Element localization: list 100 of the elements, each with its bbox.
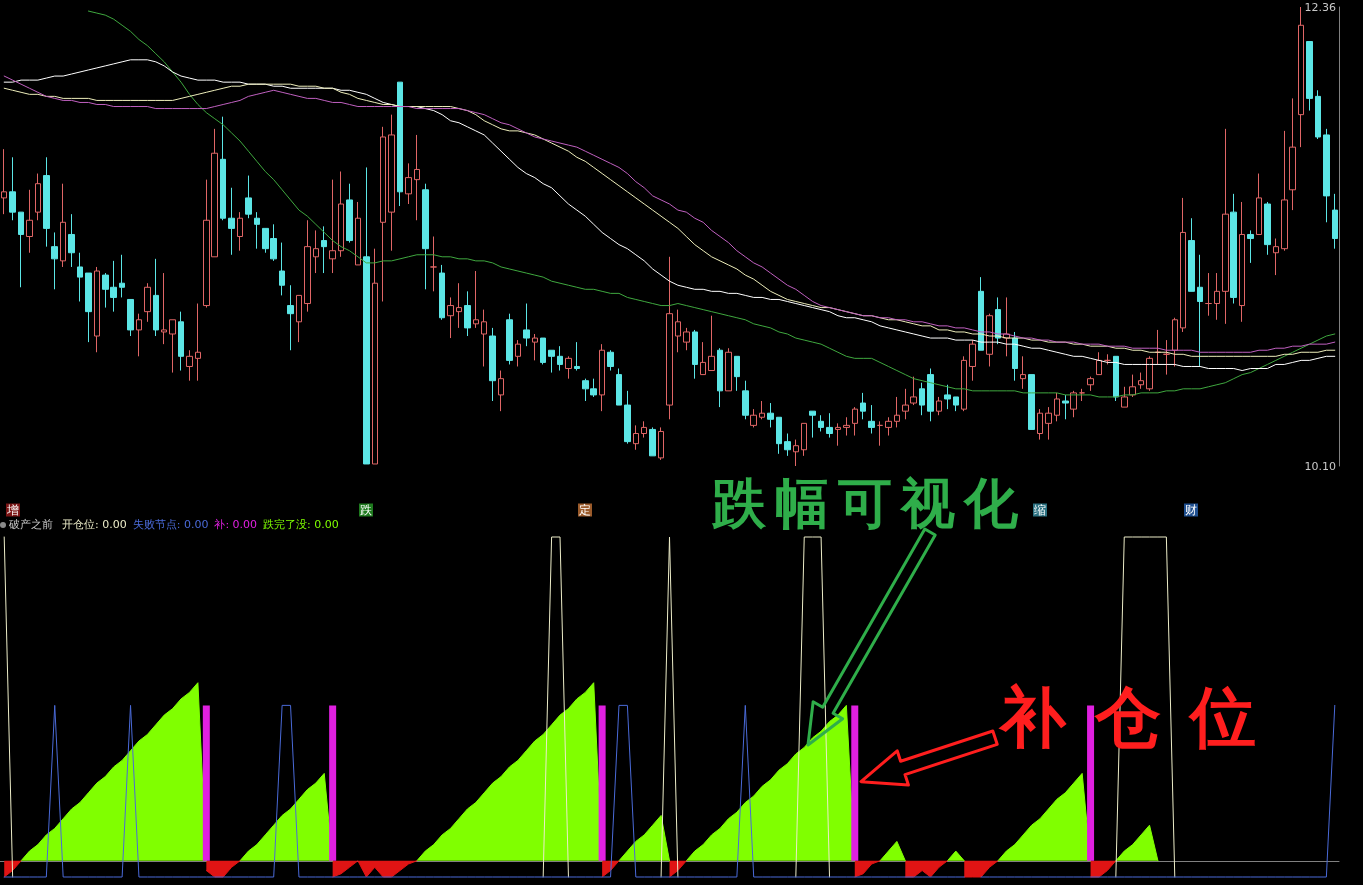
candlestick bbox=[94, 266, 100, 353]
candlestick bbox=[51, 231, 58, 290]
candlestick bbox=[1028, 374, 1035, 430]
candlestick bbox=[1306, 41, 1313, 112]
y-tick-label: 12.36 bbox=[1304, 0, 1336, 14]
candlestick bbox=[1298, 6, 1304, 148]
candlestick bbox=[986, 313, 993, 367]
candlestick bbox=[961, 355, 967, 412]
candlestick bbox=[776, 416, 782, 455]
candlestick bbox=[1104, 353, 1111, 365]
candlestick bbox=[700, 341, 706, 376]
candlestick bbox=[1180, 197, 1186, 333]
candlestick bbox=[506, 313, 513, 365]
candlestick bbox=[9, 156, 16, 221]
candlestick bbox=[1205, 272, 1212, 317]
candlestick bbox=[1188, 217, 1195, 292]
chart-title: 破产之前 bbox=[8, 518, 53, 531]
candlestick bbox=[26, 189, 33, 254]
candlestick bbox=[877, 420, 883, 447]
candlestick bbox=[784, 433, 791, 457]
candlestick bbox=[1239, 201, 1245, 323]
candlestick bbox=[127, 298, 134, 337]
candlestick bbox=[1197, 254, 1203, 367]
candlestick bbox=[136, 313, 142, 357]
candlestick bbox=[523, 303, 530, 347]
candlestick bbox=[1020, 355, 1026, 390]
candlestick bbox=[574, 341, 580, 372]
candlestick bbox=[228, 187, 235, 256]
candlestick bbox=[195, 303, 201, 382]
candlestick bbox=[1054, 392, 1060, 422]
text: 补: 0.00 bbox=[214, 518, 258, 531]
text: 失败节点: 0.00 bbox=[132, 518, 209, 531]
candlestick bbox=[329, 179, 336, 274]
candlestick bbox=[818, 414, 824, 432]
candlestick bbox=[144, 282, 151, 323]
candlestick bbox=[1087, 376, 1094, 392]
candlestick bbox=[1230, 193, 1237, 305]
candlestick bbox=[1163, 339, 1170, 376]
candlestick bbox=[60, 183, 66, 268]
candlestick bbox=[725, 347, 732, 392]
candlestick bbox=[1146, 355, 1153, 392]
text: 跌完了没: 0.00 bbox=[263, 518, 339, 531]
candlestick bbox=[692, 329, 698, 380]
candlestick bbox=[927, 368, 934, 422]
candlestick bbox=[85, 272, 92, 343]
candlestick bbox=[658, 426, 664, 461]
candlestick bbox=[835, 422, 841, 447]
candlestick bbox=[532, 333, 538, 361]
candlestick bbox=[1222, 128, 1229, 325]
candlestick bbox=[18, 211, 24, 288]
candlestick bbox=[717, 347, 723, 408]
candlestick bbox=[1214, 272, 1220, 321]
candlestick bbox=[119, 254, 125, 298]
candlestick bbox=[43, 156, 50, 248]
candlestick bbox=[885, 416, 892, 437]
candlestick bbox=[1045, 406, 1052, 441]
candlestick bbox=[969, 339, 976, 382]
candlestick bbox=[616, 368, 622, 406]
candlestick bbox=[565, 355, 572, 380]
candlestick bbox=[675, 309, 681, 353]
candlestick bbox=[363, 166, 370, 465]
candlestick bbox=[296, 294, 302, 343]
candlestick bbox=[1281, 130, 1288, 252]
candlestick bbox=[1037, 408, 1043, 441]
candlestick bbox=[405, 162, 412, 205]
candlestick bbox=[489, 327, 496, 402]
candlestick bbox=[178, 311, 184, 372]
candlestick bbox=[304, 219, 311, 313]
candlestick bbox=[557, 345, 563, 372]
candlestick bbox=[68, 213, 75, 268]
candlestick bbox=[1332, 193, 1338, 250]
candlestick bbox=[439, 264, 445, 321]
candlestick bbox=[683, 327, 690, 351]
candlestick bbox=[481, 309, 487, 367]
candlestick bbox=[287, 284, 294, 351]
candlestick bbox=[910, 376, 917, 406]
text: 缩 bbox=[1032, 502, 1047, 517]
candlestick bbox=[944, 384, 951, 410]
text: 开仓位: 0.00 bbox=[62, 518, 127, 531]
candlestick bbox=[153, 258, 159, 337]
candlestick bbox=[809, 410, 816, 439]
candlestick bbox=[894, 396, 900, 428]
text: 定 bbox=[578, 502, 593, 517]
candlestick bbox=[902, 388, 909, 420]
line-series bbox=[87, 10, 1336, 398]
candlestick bbox=[801, 422, 807, 457]
candlestick bbox=[35, 173, 41, 221]
candlestick bbox=[1315, 89, 1321, 140]
candlestick bbox=[161, 272, 167, 345]
candlestick bbox=[826, 412, 833, 439]
candlestick bbox=[1096, 351, 1102, 376]
candlestick bbox=[843, 416, 850, 437]
candlestick bbox=[447, 296, 454, 339]
candlestick bbox=[346, 183, 353, 244]
candlestick bbox=[1, 148, 7, 215]
candlestick bbox=[473, 270, 479, 329]
text: 增 bbox=[5, 502, 20, 517]
candlestick bbox=[1070, 390, 1077, 418]
candlestick bbox=[860, 392, 866, 420]
candlestick bbox=[169, 319, 176, 374]
